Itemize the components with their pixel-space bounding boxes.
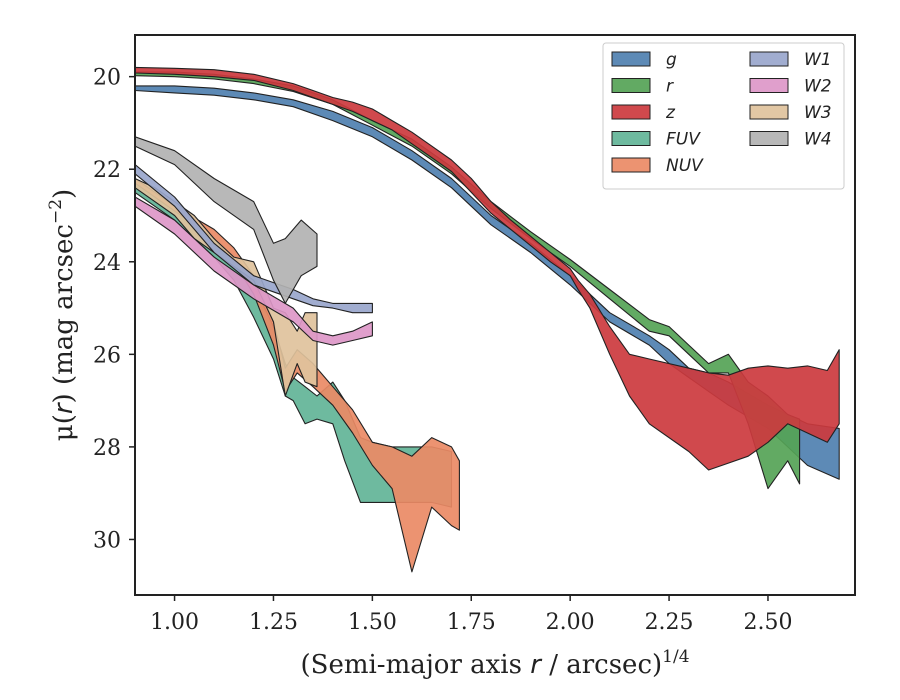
- x-tick-label: 2.50: [743, 610, 792, 635]
- x-axis-label-main: (Semi-major axis: [300, 650, 530, 680]
- legend-swatch-g: [611, 51, 651, 67]
- x-tick-label: 2.25: [645, 610, 694, 635]
- legend-swatch-w3: [749, 104, 789, 120]
- series-band-z: [135, 66, 840, 471]
- series-band-w4: [135, 136, 318, 304]
- y-axis-label-var: r: [49, 401, 79, 414]
- y-axis-label-sup: −2: [46, 199, 66, 224]
- legend-swatch-w4: [749, 131, 789, 146]
- x-axis-label: (Semi-major axis r / arcsec)1/4: [300, 647, 689, 680]
- legend-label-w1: W1: [804, 50, 832, 70]
- legend-swatch-fuv: [611, 131, 651, 146]
- legend-swatch-w1: [749, 51, 789, 67]
- legend-label-z: z: [665, 103, 676, 123]
- x-axis-label-var: r: [530, 650, 543, 680]
- ticks-layer: 1.00 1.25 1.50 1.75 2.00 2.25 2.50 20 22 24 26 28 30: [93, 66, 792, 635]
- y-axis-label-mid: ) (mag arcsec: [49, 224, 79, 403]
- x-axis-label-mid: / arcsec): [541, 650, 662, 680]
- legend-swatch-z: [611, 104, 651, 120]
- x-tick-label: 2.00: [546, 610, 595, 635]
- x-tick-label: 1.25: [249, 610, 298, 635]
- legend: grz FUV NUV W1 W2 W3 W4: [602, 42, 845, 190]
- series-layer: [135, 66, 840, 573]
- y-tick-label: 22: [93, 158, 121, 183]
- series-band-w1: [135, 164, 373, 314]
- legend-label-w3: W3: [804, 103, 832, 123]
- y-tick-label: 28: [93, 436, 121, 461]
- legend-label-w4: W4: [804, 130, 832, 150]
- x-tick-label: 1.50: [348, 610, 397, 635]
- y-tick-label: 30: [93, 528, 121, 553]
- legend-swatch-r: [611, 78, 651, 93]
- y-axis-label-end: ): [49, 189, 79, 199]
- x-tick-label: 1.75: [447, 610, 496, 635]
- legend-label-w2: W2: [804, 77, 832, 97]
- legend-label-fuv: FUV: [666, 130, 701, 150]
- legend-label-r: r: [666, 77, 674, 97]
- y-axis-label: μ(r) (mag arcsec−2): [46, 189, 79, 441]
- legend-label-nuv: NUV: [666, 156, 704, 176]
- y-tick-label: 24: [93, 251, 121, 276]
- legend-swatch-nuv: [611, 157, 651, 173]
- y-axis-label-main: μ(: [49, 414, 79, 441]
- y-tick-label: 26: [93, 343, 121, 368]
- y-tick-label: 20: [93, 66, 121, 91]
- plot-frame: [134, 34, 856, 596]
- legend-swatch-w2: [749, 78, 789, 93]
- legend-label-g: g: [666, 50, 677, 70]
- series-band-g: [135, 85, 840, 480]
- x-tick-label: 1.00: [150, 610, 199, 635]
- x-axis-label-sup: 1/4: [662, 647, 689, 667]
